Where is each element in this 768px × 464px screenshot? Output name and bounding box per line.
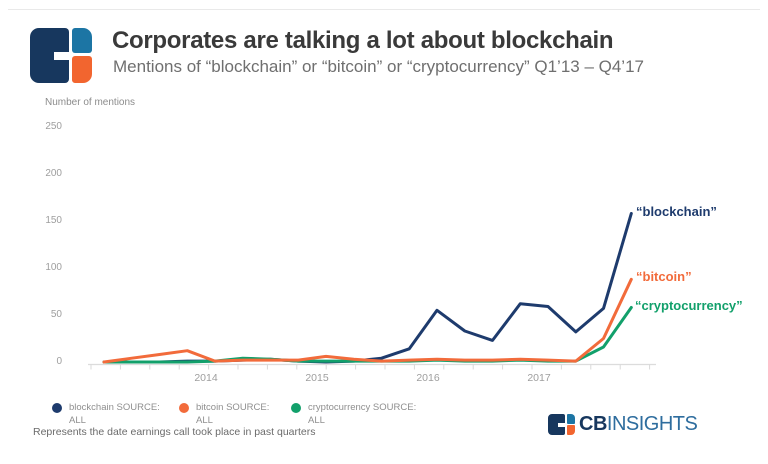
cbinsights-wordmark: CB INSIGHTS (548, 413, 698, 436)
logo-blue-block (72, 28, 92, 53)
line-bitcoin (102, 277, 633, 364)
y-tick-label: 150 (45, 215, 62, 226)
legend-item-blockchain: blockchain SOURCE: ALL (52, 401, 160, 427)
y-tick-label: 200 (45, 168, 62, 179)
svg-text:2016: 2016 (416, 372, 440, 384)
legend-label-bitcoin: bitcoin SOURCE: (196, 402, 270, 413)
footnote: Represents the date earnings call took p… (33, 426, 316, 438)
y-tick-label: 100 (45, 262, 62, 273)
y-tick-label: 0 (56, 356, 62, 367)
svg-text:2015: 2015 (305, 372, 329, 384)
line-blockchain (102, 212, 633, 364)
chart-lines (102, 212, 633, 364)
legend-dot-cryptocurrency (291, 403, 301, 413)
logo-orange-block (72, 56, 92, 83)
series-end-label-blockchain: “blockchain” (636, 204, 717, 219)
legend-sub-bitcoin: ALL (196, 415, 213, 426)
x-axis-year-labels: 2014 2015 2016 2017 (194, 372, 551, 384)
y-tick-label: 250 (45, 121, 62, 132)
legend-sub-cryptocurrency: ALL (308, 415, 325, 426)
legend-label-blockchain: blockchain SOURCE: (69, 402, 160, 413)
y-axis-title: Number of mentions (45, 97, 136, 108)
series-end-label-cryptocurrency: “cryptocurrency” (635, 298, 743, 313)
top-divider (8, 9, 760, 10)
legend-dot-blockchain (52, 403, 62, 413)
cbinsights-logo-icon (30, 28, 92, 83)
wordmark-cb: CB (579, 413, 607, 435)
svg-text:2017: 2017 (527, 372, 551, 384)
legend-sub-blockchain: ALL (69, 415, 86, 426)
series-end-label-bitcoin: “bitcoin” (636, 269, 692, 284)
legend-item-cryptocurrency: cryptocurrency SOURCE: ALL (291, 401, 416, 427)
legend-dot-bitcoin (179, 403, 189, 413)
page-title: Corporates are talking a lot about block… (112, 27, 614, 54)
cbinsights-logo-icon-small (548, 414, 575, 435)
legend-label-cryptocurrency: cryptocurrency SOURCE: (308, 402, 417, 413)
page-subtitle: Mentions of “blockchain” or “bitcoin” or… (113, 57, 644, 76)
line-cryptocurrency (102, 306, 633, 364)
y-tick-label: 50 (50, 309, 62, 320)
svg-text:2014: 2014 (194, 372, 218, 384)
logo-notch (54, 52, 69, 60)
legend-item-bitcoin: bitcoin SOURCE: ALL (179, 401, 269, 427)
x-axis-ticks (90, 364, 651, 370)
wordmark-insights: INSIGHTS (606, 413, 698, 435)
